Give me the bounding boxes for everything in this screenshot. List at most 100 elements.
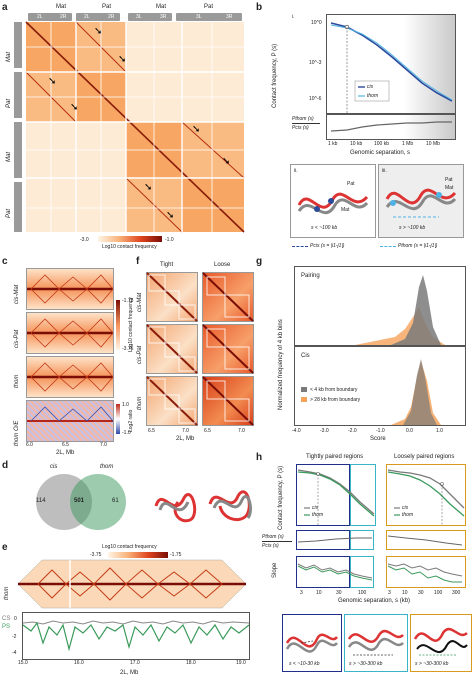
venn-label: thom: [100, 464, 114, 470]
h-slope-left: [296, 556, 374, 588]
legend-thom: thom: [312, 512, 324, 518]
hic-loose-3: [202, 376, 254, 426]
legend-cis: cis: [367, 84, 374, 90]
left-group-label: Pat: [6, 208, 12, 218]
ratio-num: Pthom (s): [292, 116, 314, 122]
top-group-label: Mat: [156, 4, 167, 10]
x-axis-label: Genomic separation, s (kb): [338, 598, 411, 604]
x-tick: 6.5: [204, 428, 211, 434]
hic-tight-1: [146, 272, 198, 322]
row-label: thom: [14, 374, 20, 388]
colorbar-c1: [116, 300, 120, 350]
panel-label-e: e: [2, 542, 8, 553]
slope-label: Slope: [272, 562, 278, 578]
left-group-label: Pat: [6, 98, 12, 108]
colorbar-e: [108, 552, 168, 558]
h-diagram-3: s > ~30-300 kb: [410, 614, 472, 672]
row-label: thom: [4, 586, 10, 600]
x-tick: 30: [336, 590, 342, 596]
ratio-num: Pthom (s): [262, 534, 284, 540]
panel-label-h: h: [256, 452, 263, 463]
cbar-label: Log10 contact frequency: [102, 544, 157, 550]
diagram-caption: s > ~30-300 kb: [415, 661, 449, 667]
arm-pill-vertical: [14, 122, 22, 178]
x-tick: 6.0: [26, 442, 33, 448]
col-label: Tight: [160, 262, 174, 268]
panel-label-c: c: [2, 256, 8, 267]
arm-label: 2R: [108, 14, 115, 20]
h-slope-right: [386, 556, 466, 588]
hic-map-cis-mat: [26, 268, 114, 310]
x-tick: 1 Mb: [402, 141, 414, 147]
x-tick: 10 Mb: [426, 141, 440, 147]
x-axis-label: 2L, Mb: [56, 450, 75, 456]
hic-map-thom-oe: [26, 400, 114, 442]
x-axis-label: 2L, Mb: [120, 670, 139, 676]
arm-label: 3L: [196, 14, 202, 20]
x-tick: -3.0: [320, 428, 329, 434]
ratio-bar: [292, 123, 320, 124]
svg-text:➘: ➘: [48, 76, 56, 87]
arm-pill-vertical: [14, 22, 22, 68]
legend-cis: cis: [402, 505, 409, 511]
colorbar-label: Log10 contact frequency: [102, 244, 157, 250]
svg-text:➘: ➘: [192, 124, 200, 135]
track-label-cs: CS: [2, 616, 11, 622]
title-left: Tightly paired regions: [306, 454, 364, 460]
row-label: cis-Pat: [14, 329, 20, 348]
arm-pill-vertical: [14, 182, 22, 232]
cbar-top: 1.0: [122, 402, 129, 408]
hic-map-genome: ➘ ➘ ➘ ➘ ➘ ➘ ➘ ➘: [25, 21, 245, 233]
title-right: Loosely paired regions: [394, 454, 455, 460]
x-tick: 15.0: [18, 660, 28, 666]
x-tick: 30: [418, 590, 424, 596]
h-ratio-left: [296, 530, 374, 550]
hist-label: Pairing: [301, 273, 320, 279]
arm-label: 2L: [84, 14, 90, 20]
hist-cis: Cis < 4 kb from boundary > 28 kb from bo…: [294, 346, 466, 426]
hic-loose-2: [202, 324, 254, 374]
insulation-track: [22, 612, 250, 660]
row-label: cis-Pat: [137, 345, 143, 364]
arm-label: 2L: [37, 14, 43, 20]
hic-map-cis-pat: [26, 312, 114, 354]
h-diagram-1: s < ~10-30 kb: [282, 614, 342, 672]
y-tick: -2: [12, 634, 17, 640]
ratio-den: Pcis (s): [262, 543, 279, 549]
x-tick: 1 kb: [328, 141, 338, 147]
x-tick: 6.5: [148, 428, 155, 434]
legend-entry: < 4 kb from boundary: [310, 387, 358, 393]
x-tick: 17.0: [130, 660, 140, 666]
h-ps-right: cis thom: [386, 464, 466, 526]
h-ratio-right: [386, 530, 466, 550]
x-tick: -4.0: [292, 428, 301, 434]
venn-count: 501: [74, 498, 85, 504]
top-group-label: Pat: [204, 4, 214, 10]
colorbar-a: [98, 236, 162, 242]
arm-label: 3R: [160, 14, 167, 20]
diagram-caption: s > ~30-300 kb: [349, 661, 383, 667]
x-tick: 10: [402, 590, 408, 596]
arm-label: 2R: [60, 14, 67, 20]
x-tick: 0.0: [406, 428, 413, 434]
ratio-plot: [326, 114, 456, 140]
arm-pill: [176, 13, 242, 21]
arm-pill: [128, 13, 172, 21]
legend-line-thom: [380, 246, 396, 247]
label-mat: Mat: [341, 207, 350, 213]
col-label: Loose: [214, 262, 231, 268]
x-tick: 300: [452, 590, 461, 596]
cbar-top: -1.75: [122, 298, 134, 304]
x-tick: 7.0: [100, 442, 107, 448]
colorbar-max: -1.0: [165, 237, 174, 243]
diagram-caption: s > ~100 kb: [399, 225, 426, 231]
legend-line-cis: [292, 246, 308, 247]
y-axis-label: Contact frequency, P (s): [272, 43, 278, 108]
x-tick: 3: [300, 590, 303, 596]
legend-thom: thom: [402, 512, 414, 518]
ratio-bar: [262, 541, 292, 542]
cbar-min: -3.75: [90, 552, 102, 558]
x-tick: 1.0: [436, 428, 443, 434]
legend-bottom: Pthom (s = |i1-j1|): [398, 243, 438, 249]
h-ps-left: cis thom: [296, 464, 376, 526]
